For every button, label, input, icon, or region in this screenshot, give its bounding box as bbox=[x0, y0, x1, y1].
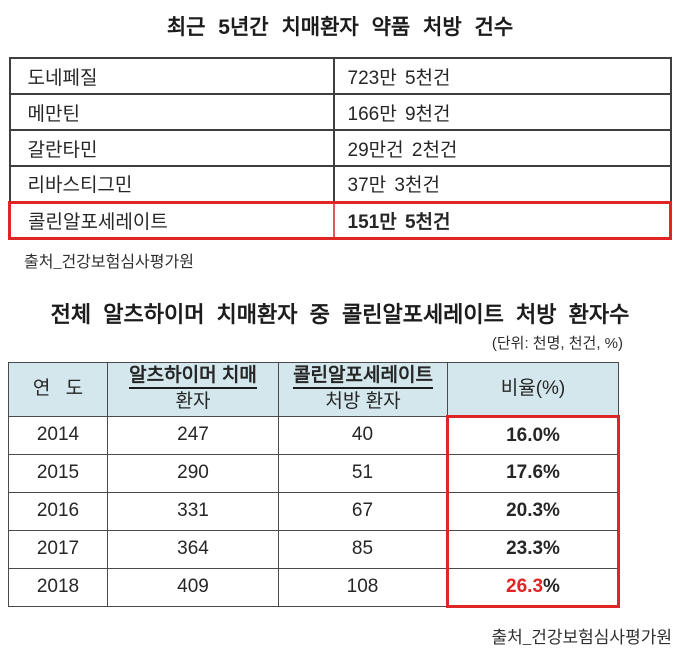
header-row: 연 도 알츠하이머 치매 환자 콜린알포세레이트 처방 환자 비율(%) bbox=[8, 361, 619, 417]
prescribed-header-cell: 콜린알포세레이트 처방 환자 bbox=[278, 361, 448, 417]
patients-cell: 247 bbox=[107, 415, 279, 455]
year-cell: 2016 bbox=[8, 491, 108, 531]
prescribed-cell: 51 bbox=[278, 453, 448, 493]
patients-header-line2: 환자 bbox=[175, 391, 211, 412]
patients-cell: 364 bbox=[107, 529, 279, 569]
ratio-percent-sign: % bbox=[543, 575, 560, 597]
ratio-header-cell: 비율(%) bbox=[447, 361, 619, 417]
patients-header-cell: 알츠하이머 치매 환자 bbox=[107, 361, 279, 417]
year-header-cell: 연 도 bbox=[8, 361, 108, 417]
table-row: 리바스티그민 37만 3천건 bbox=[8, 165, 672, 203]
prescribed-header-line2: 처방 환자 bbox=[325, 391, 401, 412]
patients-cell: 290 bbox=[107, 453, 279, 493]
source-note: 출처_건강보험심사평가원 bbox=[491, 627, 672, 647]
ratio-cell: 23.3% bbox=[446, 529, 620, 569]
ratio-cell-highlighted: 26.3% bbox=[446, 567, 620, 608]
patients-cell: 331 bbox=[107, 491, 279, 531]
patients-cell: 409 bbox=[107, 567, 279, 607]
year-cell: 2015 bbox=[8, 453, 108, 493]
prescribed-cell: 85 bbox=[278, 529, 448, 569]
table-row: 메만틴 166만 9천건 bbox=[8, 93, 672, 131]
table-row: 2016 331 67 20.3% bbox=[8, 491, 620, 531]
prescribed-header-line1: 콜린알포세레이트 bbox=[293, 365, 433, 390]
table-row: 2017 364 85 23.3% bbox=[8, 529, 620, 569]
table2-title: 전체 알츠하이머 치매환자 중 콜린알포세레이트 처방 환자수 bbox=[50, 301, 630, 327]
ratio-cell: 16.0% bbox=[446, 414, 620, 455]
drug-name-cell: 콜린알포세레이트 bbox=[8, 200, 335, 240]
table-row-highlighted: 콜린알포세레이트 151만 5천건 bbox=[8, 200, 672, 240]
prescribed-cell: 40 bbox=[278, 415, 448, 455]
table-row: 도네페질 723만 5천건 bbox=[8, 57, 672, 95]
drug-name-cell: 리바스티그민 bbox=[8, 165, 335, 203]
year-cell: 2018 bbox=[8, 567, 108, 607]
ratio-value-red: 26.3 bbox=[506, 575, 544, 597]
count-cell: 723만 5천건 bbox=[332, 57, 672, 95]
drug-name-cell: 갈란타민 bbox=[8, 129, 335, 167]
table-header: 연 도 알츠하이머 치매 환자 콜린알포세레이트 처방 환자 비율(%) bbox=[8, 361, 619, 417]
table-row: 2018 409 108 26.3% bbox=[8, 567, 620, 608]
unit-note: (단위: 천명, 천건, %) bbox=[491, 334, 623, 352]
table-row: 2014 247 40 16.0% bbox=[8, 414, 620, 455]
prescribed-cell: 67 bbox=[278, 491, 448, 531]
table1-title: 최근 5년간 치매환자 약품 처방 건수 bbox=[166, 16, 514, 39]
drug-name-cell: 메만틴 bbox=[8, 93, 335, 131]
table-row: 갈란타민 29만건 2천건 bbox=[8, 129, 672, 167]
alzheimer-ratio-table: 연 도 알츠하이머 치매 환자 콜린알포세레이트 처방 환자 비율(%) 201… bbox=[8, 361, 620, 608]
count-cell: 151만 5천건 bbox=[333, 200, 672, 240]
patients-header-line1: 알츠하이머 치매 bbox=[129, 365, 257, 390]
year-cell: 2017 bbox=[8, 529, 108, 569]
count-cell: 29만건 2천건 bbox=[332, 129, 672, 167]
year-cell: 2014 bbox=[8, 415, 108, 455]
count-cell: 37만 3천건 bbox=[332, 165, 672, 203]
prescribed-cell: 108 bbox=[278, 567, 448, 607]
source-note: 출처_건강보험심사평가원 bbox=[24, 253, 194, 271]
count-cell: 166만 9천건 bbox=[332, 93, 672, 131]
drug-prescription-table: 도네페질 723만 5천건 메만틴 166만 9천건 갈란타민 29만건 2천건… bbox=[8, 57, 672, 240]
ratio-cell: 17.6% bbox=[446, 453, 620, 493]
drug-name-cell: 도네페질 bbox=[8, 57, 335, 95]
ratio-cell: 20.3% bbox=[446, 491, 620, 531]
table-row: 2015 290 51 17.6% bbox=[8, 453, 620, 493]
